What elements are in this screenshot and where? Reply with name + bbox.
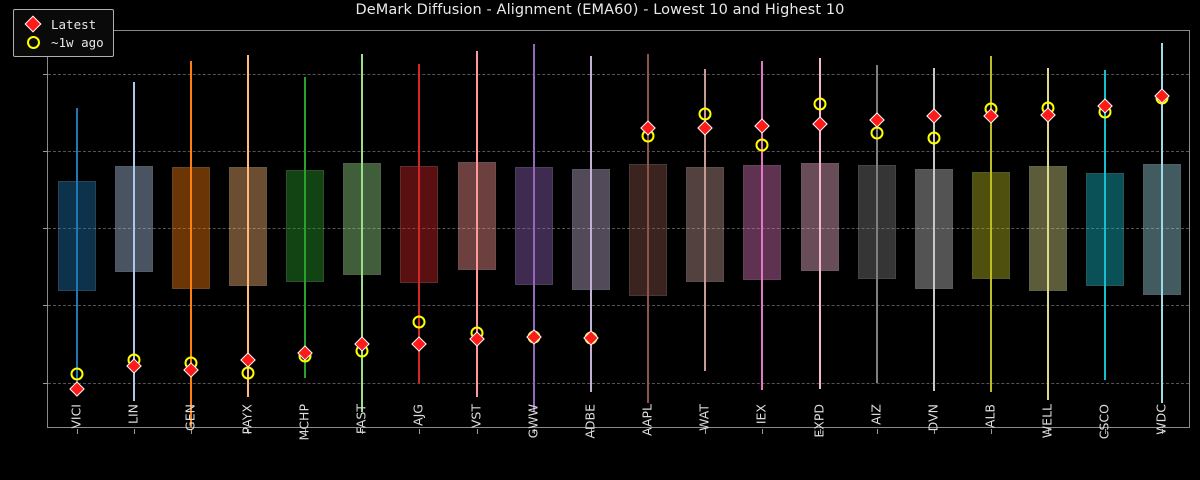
plot-inner: [43, 31, 1189, 434]
x-axis-label-expd: EXPD: [811, 404, 827, 438]
y-tick-mark: [43, 73, 48, 75]
marker-week-ago[interactable]: [412, 315, 426, 329]
x-tick-mark: [990, 429, 992, 434]
range-line: [875, 65, 878, 384]
legend-label-latest: Latest: [51, 16, 97, 32]
x-axis-label-well: WELL: [1039, 404, 1055, 439]
x-tick-mark: [590, 429, 592, 434]
x-axis-label-mchp: MCHP: [296, 404, 312, 441]
x-axis-label-adbe: ADBE: [582, 404, 598, 439]
legend-item-latest: Latest: [21, 15, 104, 33]
x-axis-label-gww: GWW: [525, 404, 541, 439]
marker-week-ago[interactable]: [927, 131, 941, 145]
legend-label-week-ago: ~1w ago: [51, 34, 104, 50]
plot-area: [43, 30, 1190, 434]
x-tick-mark: [76, 429, 78, 434]
x-tick-mark: [819, 429, 821, 434]
range-line: [247, 54, 250, 398]
marker-latest[interactable]: [926, 108, 942, 124]
range-line: [304, 77, 307, 378]
marker-week-ago[interactable]: [813, 97, 827, 111]
range-line: [475, 50, 478, 397]
gridline: [48, 305, 1189, 307]
x-tick-mark: [876, 429, 878, 434]
x-axis-label-aiz: AIZ: [868, 404, 884, 425]
x-tick-mark: [190, 429, 192, 434]
range-line: [189, 61, 192, 427]
x-tick-mark: [133, 429, 135, 434]
range-line: [361, 54, 364, 412]
x-tick-mark: [705, 429, 707, 434]
marker-latest[interactable]: [240, 352, 256, 368]
gridline: [48, 382, 1189, 384]
chart-title: DeMark Diffusion - Alignment (EMA60) - L…: [355, 2, 845, 18]
x-axis-label-fast: FAST: [353, 404, 369, 435]
x-tick-mark: [248, 429, 250, 434]
x-tick-mark: [476, 429, 478, 434]
marker-week-ago[interactable]: [870, 126, 884, 140]
x-axis-label-ajg: AJG: [410, 404, 426, 426]
x-axis-label-vst: VST: [468, 404, 484, 429]
range-line: [589, 56, 592, 393]
x-tick-mark: [648, 429, 650, 434]
gridline: [48, 73, 1189, 75]
marker-week-ago[interactable]: [755, 138, 769, 152]
marker-latest[interactable]: [811, 116, 828, 132]
x-axis-label-lin: LIN: [125, 404, 141, 425]
x-tick-mark: [533, 429, 535, 434]
x-axis-label-csco: CSCO: [1096, 404, 1112, 440]
range-line: [532, 43, 535, 413]
y-tick-mark: [43, 150, 48, 152]
x-tick-mark: [1105, 429, 1107, 434]
marker-week-ago[interactable]: [70, 367, 84, 381]
range-line: [1047, 67, 1050, 400]
marker-latest[interactable]: [697, 119, 713, 136]
range-line: [1104, 70, 1107, 380]
x-axis-label-gen: GEN: [182, 404, 198, 431]
range-line: [704, 68, 707, 372]
legend-item-week-ago: ~1w ago: [21, 33, 104, 51]
marker-latest[interactable]: [411, 336, 428, 352]
diamond-icon: [21, 15, 45, 33]
marker-week-ago[interactable]: [698, 107, 712, 121]
x-tick-mark: [1048, 429, 1050, 434]
marker-latest[interactable]: [68, 381, 85, 397]
x-axis-label-iex: IEX: [753, 404, 769, 425]
gridline: [48, 150, 1189, 152]
x-axis-label-vici: VICI: [68, 404, 84, 429]
range-line: [932, 67, 935, 391]
range-line: [75, 107, 78, 396]
x-axis-label-dvn: DVN: [925, 404, 941, 432]
y-tick-mark: [43, 305, 48, 307]
marker-week-ago[interactable]: [241, 366, 255, 380]
gridline: [48, 228, 1189, 230]
x-tick-mark: [1162, 429, 1164, 434]
range-line: [1161, 42, 1164, 403]
range-line: [761, 61, 764, 390]
y-tick-mark: [43, 228, 48, 230]
x-axis-label-aapl: AAPL: [639, 404, 655, 436]
marker-latest[interactable]: [754, 118, 771, 135]
x-axis-label-wat: WAT: [696, 404, 712, 431]
marker-latest[interactable]: [868, 112, 885, 129]
chart-legend: Latest ~1w ago: [13, 9, 114, 57]
x-axis-label-payx: PAYX: [239, 404, 255, 435]
x-tick-mark: [762, 429, 764, 434]
range-line: [418, 64, 421, 384]
range-line: [989, 55, 992, 393]
x-tick-mark: [419, 429, 421, 434]
range-line: [132, 82, 135, 402]
x-tick-mark: [933, 429, 935, 434]
circle-icon: [21, 35, 45, 49]
y-tick-mark: [43, 382, 48, 384]
x-axis-label-alb: ALB: [982, 404, 998, 429]
range-line: [818, 58, 821, 389]
x-axis-label-wdc: WDC: [1153, 404, 1169, 435]
x-tick-mark: [362, 429, 364, 434]
x-tick-mark: [305, 429, 307, 434]
range-line: [647, 54, 650, 404]
